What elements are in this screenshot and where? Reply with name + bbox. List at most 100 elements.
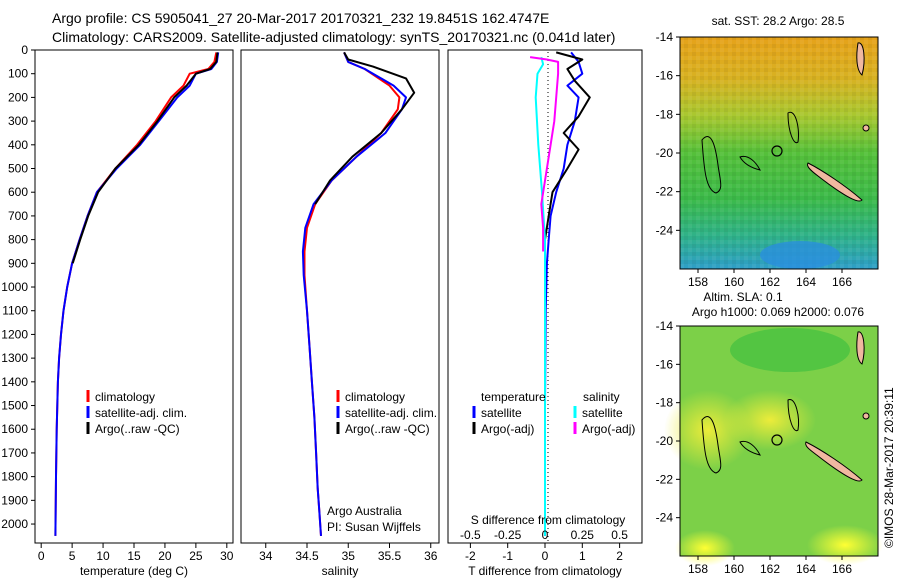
sla-map-title: Altim. SLA: 0.1 [703,290,783,304]
secondary-x-tick-label: -0.25 [494,528,522,542]
series-line-satellite-adj-clim [301,52,407,536]
sla-high-patch-southeast [807,525,883,565]
series-line-t-argo-adj [544,51,591,240]
sst-map-title: sat. SST: 28.2 Argo: 28.5 [712,14,845,28]
legend-label-t-argo: Argo(-adj) [481,422,534,436]
coastline-reef-west [701,136,722,194]
island-new-caledonia [805,441,863,482]
difference-panel: -2 -1 0 1 2 -0.5 -0.25 0 0.25 0.5 temperature sat… [447,49,643,578]
secondary-x-tick-label: 0.25 [571,528,595,542]
lon-tick-label: 158 [688,275,708,289]
y-tick-label: 600 [8,185,28,199]
island-vanuatu [856,331,865,365]
x-tick-label: 5 [69,549,76,563]
x-tick-label: 2 [616,549,623,563]
lon-tick-label: 164 [796,275,816,289]
x-tick-label: 35 [342,549,356,563]
y-tick-label: 400 [8,138,28,152]
legend-label-climatology: climatology [95,390,155,404]
lat-tick-label: -18 [656,396,674,410]
temperature-plot-frame [34,49,234,544]
x-tick-label: 0 [38,549,45,563]
sla-coastlines [701,331,870,482]
x-tick-label: -1 [502,549,513,563]
island-vanuatu [856,42,865,76]
x-tick-label: 0 [542,549,549,563]
lat-tick-label: -14 [656,319,674,333]
x-tick-label: 34 [259,549,273,563]
y-tick-label: 1800 [1,470,28,484]
sst-cool-patch [760,241,840,269]
y-tick-label: 1500 [1,399,28,413]
y-tick-label: 1600 [1,422,28,436]
y-tick-label: 1100 [2,304,28,318]
x-tick-label: -2 [465,549,476,563]
salinity-plot-frame [240,49,440,544]
x-tick-label: 34.5 [295,549,319,563]
sla-map-subtitle: Argo h1000: 0.069 h2000: 0.076 [692,305,864,319]
lat-tick-label: -24 [656,223,674,237]
imos-timestamp: ©IMOS 28-Mar-2017 20:39:11 [882,387,896,548]
y-tick-label: 300 [8,114,28,128]
sst-coastlines [701,42,870,202]
lon-tick-label: 164 [796,562,816,576]
lat-tick-label: -16 [656,357,674,371]
lon-tick-label: 162 [760,275,780,289]
x-tick-label: 36 [424,549,438,563]
series-line-s-argo-adj [529,56,560,252]
lon-tick-label: 160 [724,562,744,576]
island-new-caledonia [807,162,863,202]
island-small [862,124,870,132]
series-line-s-satellite [534,56,546,536]
sla-high-patch-center [724,390,816,450]
sst-map-panel: sat. SST: 28.2 Argo: 28.5 158 160 162 164 16… [656,14,879,289]
y-tick-label: 1300 [1,351,28,365]
legend-heading-temperature: temperature [481,390,546,404]
difference-legend: temperature satellite Argo(-adj) salinit… [472,390,635,436]
sst-texture [680,37,878,269]
lon-tick-label: 160 [724,275,744,289]
series-line-t-satellite [544,51,584,536]
coastline-islet [739,440,761,456]
lat-tick-label: -14 [656,30,674,44]
legend-label-t-satellite: satellite [481,406,522,420]
lat-tick-label: -20 [656,146,674,160]
legend-label-argo: Argo(..raw -QC) [95,422,180,436]
y-tick-label: 700 [8,209,28,223]
lon-tick-label: 158 [688,562,708,576]
x-tick-label: 35.5 [378,549,402,563]
legend-label-satellite: satellite-adj. clim. [345,406,437,420]
argo-float-marker [771,145,783,157]
coastline-reef-east [787,399,799,432]
figure-title-line1: Argo profile: CS 5905041_27 20-Mar-2017 … [52,10,549,26]
lat-tick-label: -24 [656,511,674,525]
x-tick-label: 25 [189,549,203,563]
secondary-x-tick-label: 0.5 [611,528,628,542]
lon-tick-label: 166 [832,275,852,289]
y-tick-label: 1400 [1,375,28,389]
s-difference-title: S difference from climatology [471,513,626,527]
argo-float-marker [771,434,783,446]
x-tick-label: 10 [96,549,110,563]
y-tick-label: 900 [8,256,28,270]
salinity-legend: climatology satellite-adj. clim. Argo(..… [336,390,437,436]
pi-annotation-line2: PI: Susan Wijffels [327,520,421,534]
salinity-panel: 34 34.5 35 35.5 36 climatology satellite-adj… [240,49,440,578]
lat-tick-label: -22 [656,472,674,486]
sla-map-panel: Altim. SLA: 0.1 Argo h1000: 0.069 h2000:… [656,290,883,576]
legend-label-s-argo: Argo(-adj) [582,422,635,436]
temperature-x-label: temperature (deg C) [80,564,188,578]
sla-high-patch-southwest [675,530,735,566]
legend-label-satellite: satellite-adj. clim. [95,406,187,420]
pi-annotation-line1: Argo Australia [327,504,402,518]
secondary-x-tick-label: 0 [542,528,549,542]
legend-label-climatology: climatology [345,390,405,404]
lon-tick-label: 162 [760,562,780,576]
legend-label-s-satellite: satellite [582,406,623,420]
y-tick-label: 1000 [1,280,28,294]
y-tick-label: 1900 [1,493,28,507]
temperature-panel: 0 5 10 15 20 25 300100200300400500600700800900… [1,43,234,578]
y-tick-label: 500 [8,162,28,176]
legend-label-argo: Argo(..raw -QC) [345,422,430,436]
lat-tick-label: -22 [656,185,674,199]
